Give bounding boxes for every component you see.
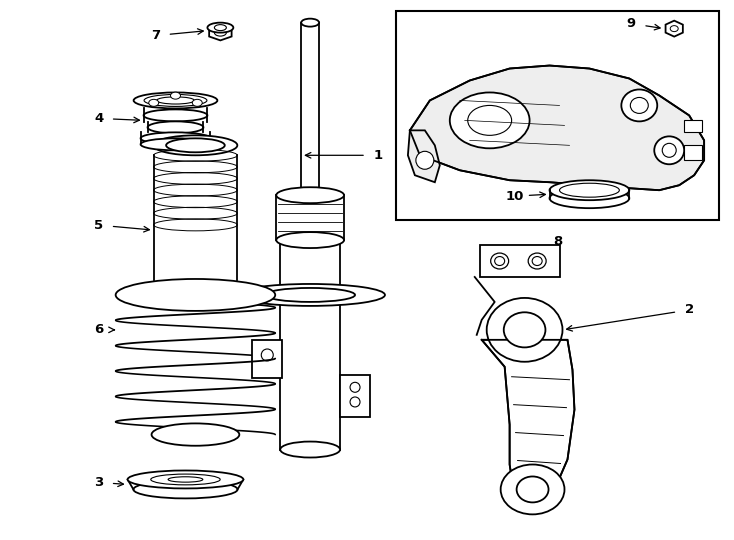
Ellipse shape — [192, 99, 203, 106]
Bar — [276, 195, 344, 240]
Ellipse shape — [280, 442, 340, 457]
Ellipse shape — [141, 138, 211, 150]
Bar — [301, 23, 319, 195]
Ellipse shape — [214, 29, 226, 36]
Ellipse shape — [301, 192, 319, 198]
Ellipse shape — [495, 256, 505, 266]
Polygon shape — [410, 65, 704, 190]
Ellipse shape — [662, 143, 676, 157]
Ellipse shape — [450, 92, 529, 148]
Polygon shape — [209, 25, 232, 40]
Ellipse shape — [151, 423, 239, 446]
Text: 4: 4 — [94, 112, 103, 125]
Ellipse shape — [208, 23, 233, 32]
Ellipse shape — [468, 105, 512, 136]
Ellipse shape — [559, 183, 619, 197]
Ellipse shape — [416, 151, 434, 169]
Ellipse shape — [149, 99, 159, 106]
Ellipse shape — [517, 476, 548, 502]
Ellipse shape — [301, 19, 319, 26]
Ellipse shape — [491, 253, 509, 269]
Text: 1: 1 — [374, 149, 382, 162]
Ellipse shape — [153, 136, 237, 156]
Ellipse shape — [166, 138, 225, 152]
Ellipse shape — [141, 132, 211, 144]
Ellipse shape — [148, 122, 203, 133]
Text: 5: 5 — [94, 219, 103, 232]
Bar — [684, 120, 702, 132]
Text: 9: 9 — [627, 17, 636, 30]
Polygon shape — [482, 340, 575, 500]
Bar — [340, 375, 370, 417]
Ellipse shape — [236, 284, 385, 306]
Ellipse shape — [276, 232, 344, 248]
Bar — [252, 340, 282, 377]
Text: 8: 8 — [553, 235, 562, 248]
Ellipse shape — [116, 279, 275, 311]
Ellipse shape — [265, 288, 355, 302]
Ellipse shape — [670, 25, 678, 32]
Text: 3: 3 — [94, 476, 103, 489]
Ellipse shape — [654, 136, 684, 164]
Ellipse shape — [134, 481, 238, 498]
Text: 2: 2 — [685, 303, 694, 316]
Text: 10: 10 — [506, 190, 524, 202]
Ellipse shape — [276, 187, 344, 203]
Polygon shape — [666, 21, 683, 37]
Bar — [396, 11, 719, 220]
Ellipse shape — [550, 188, 629, 208]
Ellipse shape — [528, 253, 546, 269]
Ellipse shape — [153, 280, 237, 300]
Ellipse shape — [144, 110, 208, 122]
Ellipse shape — [150, 474, 220, 485]
Ellipse shape — [622, 90, 657, 122]
Bar — [684, 145, 702, 160]
Ellipse shape — [214, 25, 226, 31]
Polygon shape — [408, 130, 440, 182]
Ellipse shape — [261, 349, 273, 361]
Ellipse shape — [487, 298, 562, 362]
Text: 6: 6 — [94, 323, 103, 336]
Ellipse shape — [350, 397, 360, 407]
Text: 7: 7 — [151, 29, 160, 42]
Ellipse shape — [144, 94, 207, 106]
Bar — [480, 245, 559, 277]
Ellipse shape — [504, 312, 545, 347]
Ellipse shape — [168, 477, 203, 482]
Ellipse shape — [550, 180, 629, 200]
Ellipse shape — [501, 464, 564, 515]
Ellipse shape — [350, 382, 360, 392]
Ellipse shape — [170, 92, 181, 99]
Ellipse shape — [631, 97, 648, 113]
Ellipse shape — [128, 470, 243, 489]
Ellipse shape — [134, 92, 217, 109]
Ellipse shape — [532, 256, 542, 266]
Bar — [280, 240, 340, 449]
Ellipse shape — [156, 97, 195, 104]
